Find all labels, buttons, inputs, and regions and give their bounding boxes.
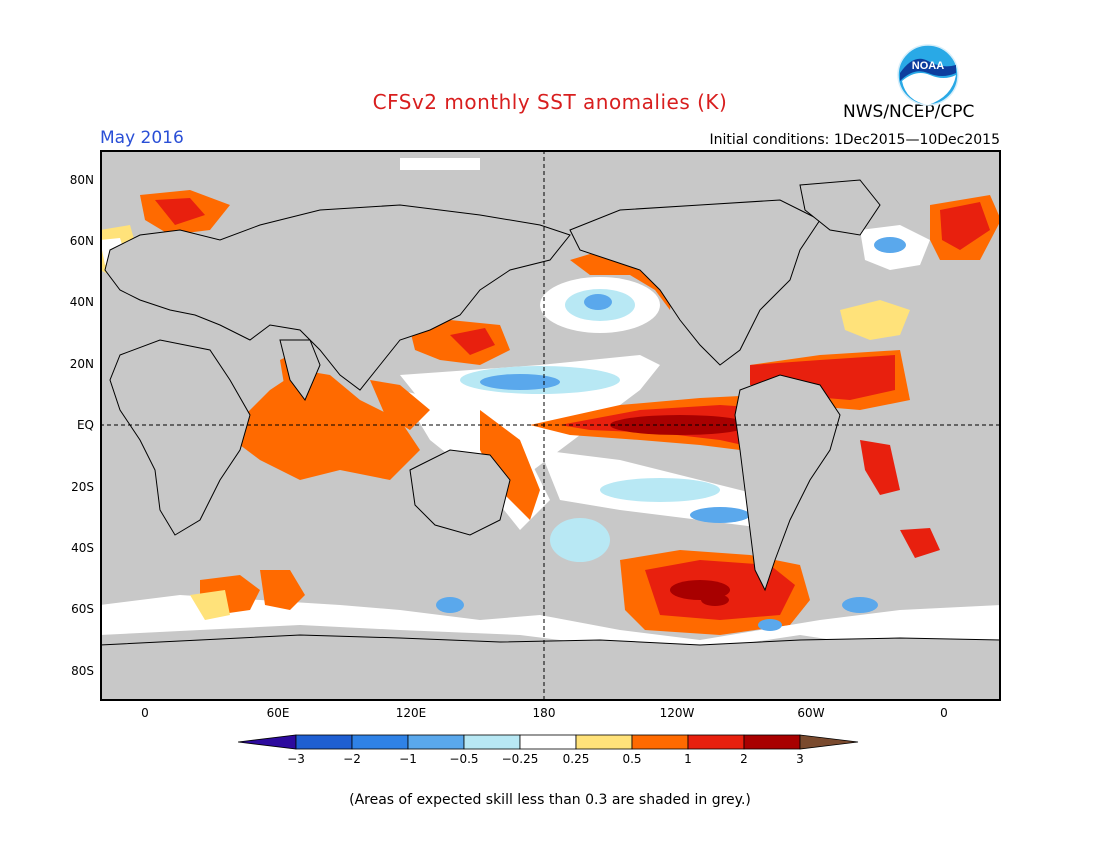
colorbar-arrow-high: [799, 734, 859, 750]
forecast-month: May 2016: [100, 128, 184, 148]
colorbar-label: 2: [740, 752, 748, 766]
lat-label: 20S: [71, 480, 94, 494]
lon-label: 0: [940, 706, 948, 720]
colorbar-segment: [295, 734, 353, 750]
initial-conditions: Initial conditions: 1Dec2015—10Dec2015: [709, 132, 1000, 148]
colorbar-segment: [351, 734, 409, 750]
lon-label: 60W: [797, 706, 825, 720]
lon-label: 60E: [266, 706, 290, 720]
colorbar-segment: [519, 734, 577, 750]
colorbar-segment: [743, 734, 801, 750]
lat-label: 80N: [69, 173, 94, 187]
colorbar-label: 3: [796, 752, 804, 766]
continent-outlines: [100, 179, 1001, 701]
lat-label: 40S: [71, 541, 94, 555]
map-title: CFSv2 monthly SST anomalies (K): [372, 90, 728, 114]
colorbar-segment: [631, 734, 689, 750]
colorbar-label: −3: [287, 752, 305, 766]
lat-label: 20N: [69, 357, 94, 371]
colorbar-label: −0.25: [501, 752, 539, 766]
lon-label: 180: [532, 706, 556, 720]
colorbar-label: 0.5: [622, 752, 642, 766]
lat-label: 60S: [71, 602, 94, 616]
lat-label: EQ: [76, 418, 94, 432]
colorbar-label: −1: [399, 752, 417, 766]
colorbar-segment: [407, 734, 465, 750]
colorbar-label: 0.25: [562, 752, 590, 766]
colorbar-label: −0.5: [449, 752, 479, 766]
lat-label: 60N: [69, 234, 94, 248]
colorbar-segment: [575, 734, 633, 750]
lat-label: 40N: [69, 295, 94, 309]
colorbar-arrow-low: [238, 734, 297, 750]
colorbar-segment: [463, 734, 521, 750]
noaa-logo: NOAA: [897, 44, 959, 106]
colorbar: [238, 734, 859, 750]
lon-label: 120W: [659, 706, 695, 720]
lon-label: 0: [141, 706, 149, 720]
lat-label: 80S: [71, 664, 94, 678]
colorbar-label: −2: [343, 752, 361, 766]
sst-anomaly-map: [100, 150, 1001, 701]
org-label: NWS/NCEP/CPC: [843, 102, 975, 122]
map-frame: [100, 150, 1001, 701]
logo-text: NOAA: [912, 60, 944, 72]
colorbar-label: 1: [684, 752, 692, 766]
colorbar-segment: [687, 734, 745, 750]
skill-note: (Areas of expected skill less than 0.3 a…: [349, 792, 751, 808]
lon-label: 120E: [395, 706, 427, 720]
